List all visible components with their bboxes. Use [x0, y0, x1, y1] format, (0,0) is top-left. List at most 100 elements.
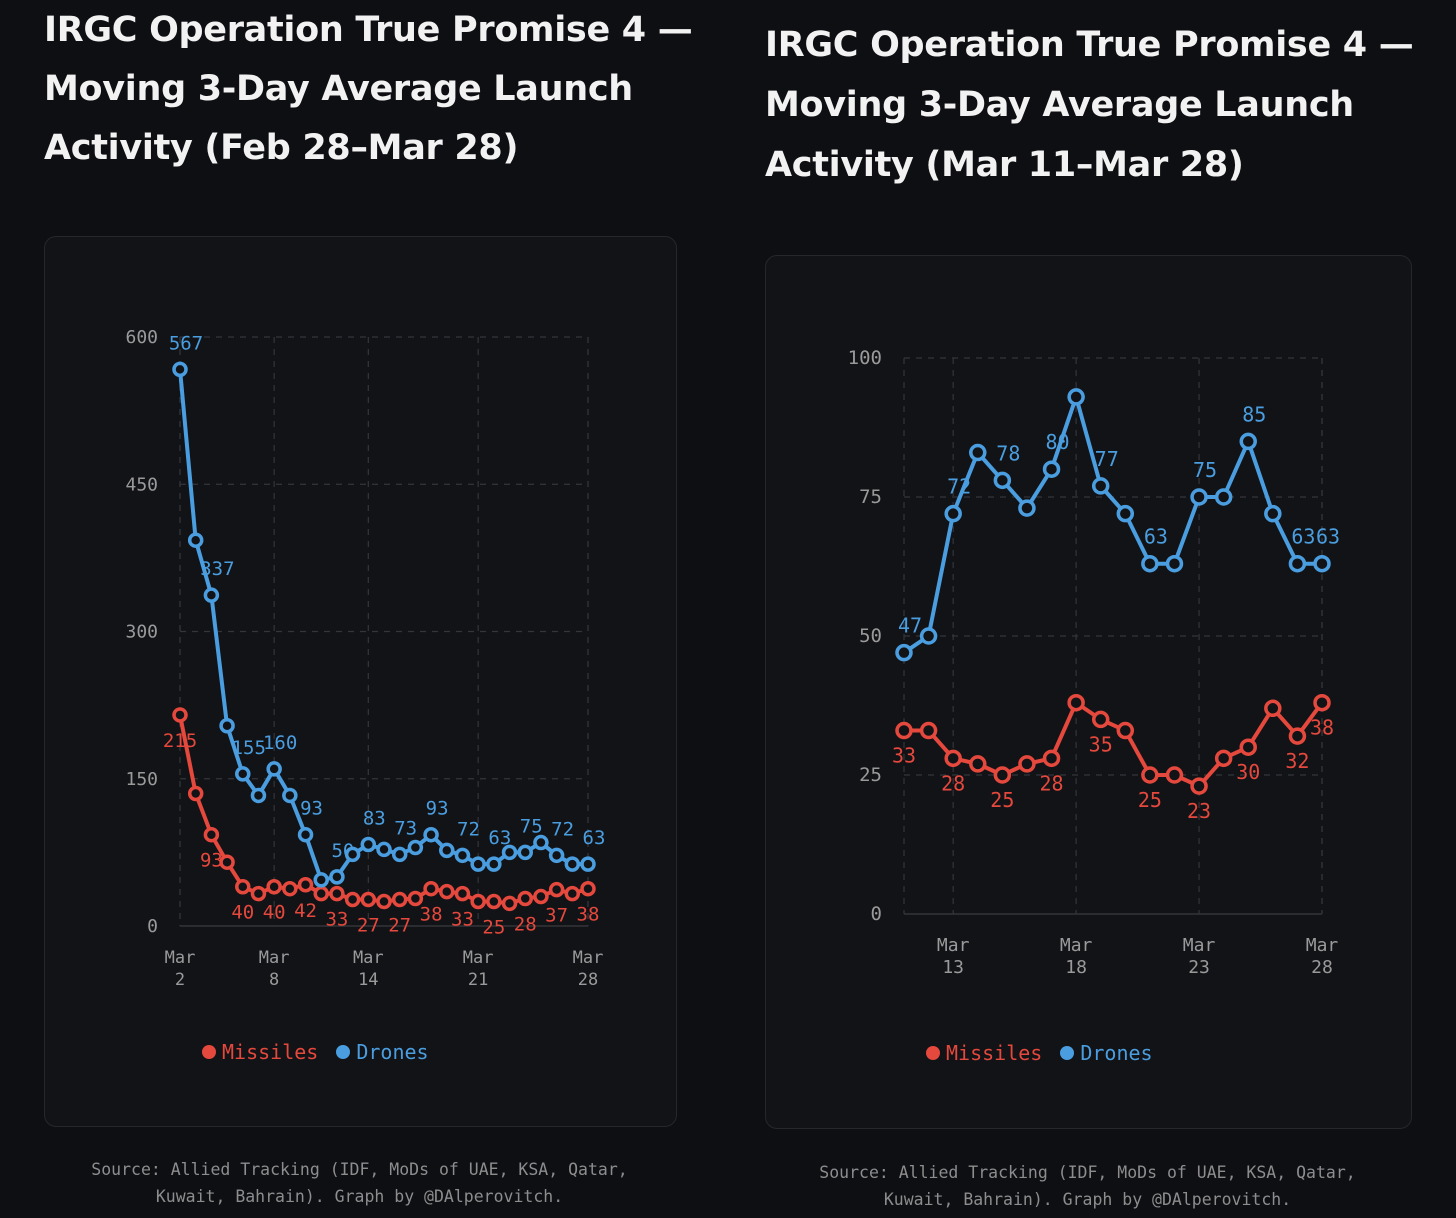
legend-item-drones[interactable]: Drones [1060, 1041, 1153, 1065]
x-tick-label: 28 [1311, 957, 1333, 978]
y-tick-label: 0 [147, 916, 158, 937]
missiles-data-label: 25 [990, 788, 1014, 812]
x-tick-label: 14 [358, 970, 378, 990]
missiles-point [344, 891, 361, 908]
drones-data-label: 155 [232, 737, 266, 759]
drones-line [902, 394, 1322, 655]
drones-data-label: 63 [583, 827, 606, 849]
title-line: Moving 3-Day Average Launch [765, 85, 1354, 125]
missiles-point [313, 885, 329, 902]
drones-point [1165, 554, 1184, 573]
legend-label: Missiles [946, 1041, 1043, 1065]
drones-point [454, 847, 471, 864]
legend-item-missiles[interactable]: Missiles [926, 1041, 1042, 1065]
drones-data-label: 72 [947, 475, 971, 499]
missiles-point [919, 721, 938, 740]
missiles-point [486, 893, 502, 910]
missiles-point [1165, 766, 1184, 784]
legend-item-drones[interactable]: Drones [336, 1040, 429, 1064]
legend-item-missiles[interactable]: Missiles [202, 1040, 318, 1064]
drones-point [1313, 554, 1331, 573]
missiles-point [969, 755, 987, 773]
chart-card-right [765, 255, 1412, 1129]
missiles-point [203, 826, 220, 843]
legend-label: Drones [356, 1040, 429, 1064]
missiles-data-label: 38 [1310, 716, 1334, 740]
missiles-data-label: 42 [294, 900, 317, 922]
drones-point [517, 844, 533, 861]
series-missiles: 215 93 40 40 42 33 27 27 38 33 25 28 37 38 [163, 707, 600, 938]
drones-point [250, 787, 267, 804]
missiles-data-label: 33 [451, 909, 474, 931]
missiles-data-label: 33 [325, 909, 348, 931]
missiles-data-label: 93 [200, 850, 223, 872]
drones-data-label: 73 [394, 817, 417, 839]
x-tick-label: Mar [353, 948, 384, 968]
missiles-point [454, 885, 471, 902]
title-line: Activity (Mar 11–Mar 28) [765, 145, 1244, 185]
x-tick-label: 23 [1188, 957, 1210, 978]
footer-line: Kuwait, Bahrain). Graph by @DAlperovitch… [883, 1190, 1292, 1209]
x-tick-label: Mar [1060, 935, 1093, 956]
chart-right: 0255075100Mar13Mar18Mar23Mar283328252835… [848, 347, 1340, 978]
missiles-point [1042, 749, 1061, 768]
drones-point [1214, 488, 1233, 506]
missiles-point [1214, 749, 1233, 768]
drones-dot-icon [336, 1045, 351, 1059]
y-tick-label: 100 [848, 347, 882, 369]
title-line: IRGC Operation True Promise 4 — [765, 25, 1414, 65]
missiles-point [329, 885, 345, 902]
drones-point [344, 846, 361, 863]
missiles-point [548, 881, 565, 898]
drones-data-label: 83 [363, 808, 386, 830]
missiles-data-label: 40 [263, 902, 286, 924]
drones-point [1042, 460, 1061, 478]
missiles-data-label: 28 [1039, 771, 1063, 795]
missiles-point [580, 880, 596, 897]
drones-data-label: 78 [996, 441, 1020, 465]
chart-title-left: IRGC Operation True Promise 4 — Moving 3… [44, 1, 693, 178]
missiles-point [993, 766, 1012, 784]
missiles-point [1018, 755, 1036, 773]
missiles-point [219, 854, 235, 870]
drones-point [533, 834, 549, 851]
missiles-point [1313, 693, 1331, 712]
missiles-point [282, 880, 298, 897]
drones-data-label: 75 [1193, 458, 1217, 482]
drones-point [1190, 488, 1208, 506]
missiles-data-label: 28 [514, 914, 537, 936]
title-line: Moving 3-Day Average Launch [44, 69, 633, 109]
missiles-point [944, 749, 962, 768]
drones-data-label: 160 [263, 732, 297, 754]
drones-data-label: 63 [1291, 525, 1315, 549]
y-tick-label: 450 [125, 474, 158, 495]
drones-point [376, 841, 392, 858]
missiles-dot-icon [202, 1045, 216, 1059]
drones-point [266, 761, 282, 777]
drones-point [219, 717, 235, 734]
missiles-data-label: 38 [577, 904, 600, 926]
drones-line [178, 369, 588, 882]
missiles-point [1264, 699, 1282, 718]
missiles-point [517, 890, 533, 907]
drones-point [172, 361, 188, 378]
drones-data-label: 77 [1095, 447, 1119, 471]
drones-data-label: 72 [551, 818, 574, 840]
y-tick-label: 0 [871, 903, 882, 925]
x-tick-label: Mar [463, 948, 494, 968]
drones-point [1239, 432, 1257, 451]
y-tick-label: 50 [859, 625, 882, 647]
x-tick-label: Mar [165, 948, 196, 968]
missiles-point [533, 888, 549, 905]
drones-dot-icon [1060, 1046, 1075, 1060]
missiles-point [376, 893, 392, 910]
x-tick-label: Mar [259, 948, 290, 968]
missiles-data-label: 38 [420, 904, 443, 926]
drones-point [1141, 554, 1159, 573]
drones-point [486, 856, 502, 872]
missiles-data-label: 40 [231, 902, 254, 924]
x-tick-label: Mar [1306, 935, 1339, 956]
drones-data-label: 80 [1045, 430, 1069, 454]
title-line: IRGC Operation True Promise 4 — [44, 10, 693, 50]
